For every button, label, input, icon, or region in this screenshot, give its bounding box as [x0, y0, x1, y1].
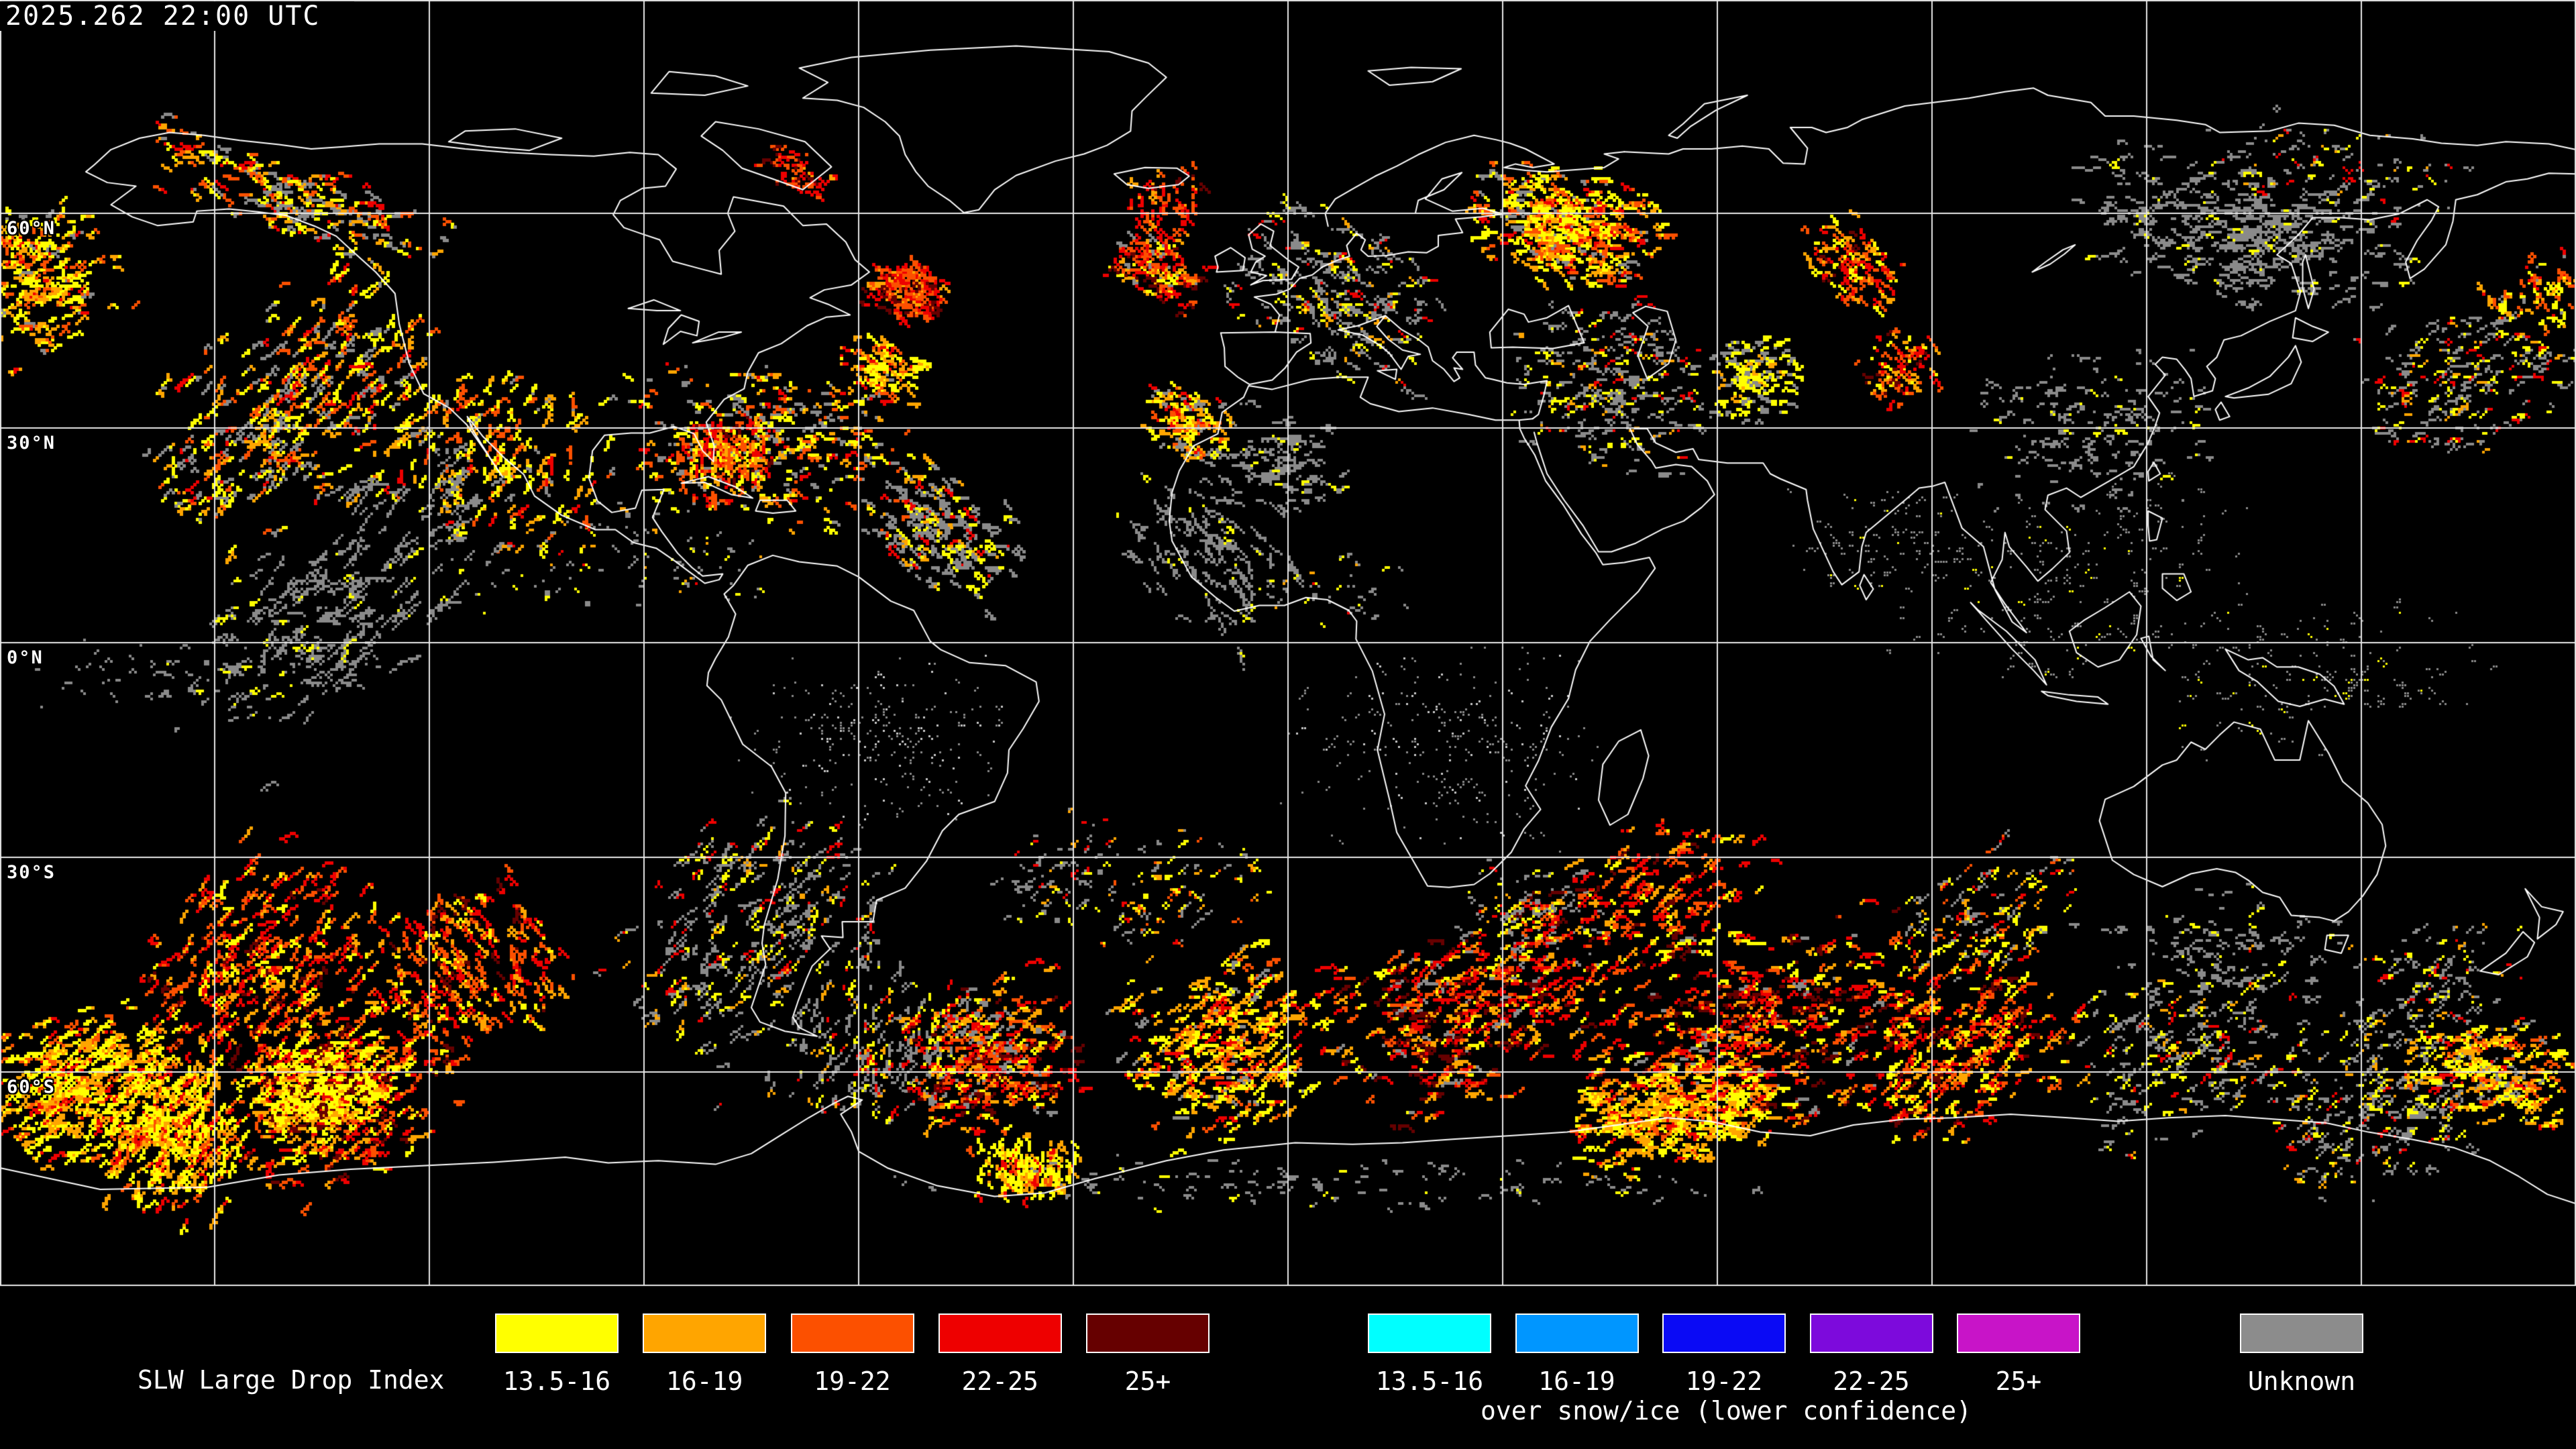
- legend: SLW Large Drop Index 13.5-16 16-19 19-22 22…: [0, 1287, 2576, 1449]
- legend-swatch-label: 19-22: [814, 1366, 891, 1396]
- legend-swatch-label: 13.5-16: [1375, 1366, 1484, 1396]
- legend-swatch: [1662, 1313, 1786, 1353]
- world-map-canvas: [0, 0, 2576, 1287]
- legend-swatch: [1809, 1313, 1933, 1353]
- legend-swatch-label: 16-19: [1538, 1366, 1615, 1396]
- legend-swatch-label: 16-19: [666, 1366, 743, 1396]
- legend-swatch: [643, 1313, 767, 1353]
- legend-swatch: [1086, 1313, 1210, 1353]
- legend-swatch: [938, 1313, 1062, 1353]
- legend-swatch: [2240, 1313, 2363, 1353]
- legend-swatch: [1957, 1313, 2080, 1353]
- legend-swatch: [495, 1313, 619, 1353]
- legend-swatch-label: 25+: [1124, 1366, 1171, 1396]
- legend-swatch: [1515, 1313, 1639, 1353]
- legend-swatch: [1368, 1313, 1491, 1353]
- legend-caption-snow-ice: over snow/ice (lower confidence): [1480, 1396, 1972, 1426]
- legend-title: SLW Large Drop Index: [138, 1365, 445, 1395]
- legend-swatch-label: Unknown: [2247, 1366, 2356, 1396]
- legend-swatch-label: 22-25: [961, 1366, 1038, 1396]
- legend-swatch-label: 22-25: [1833, 1366, 1910, 1396]
- legend-swatch-label: 25+: [1995, 1366, 2042, 1396]
- legend-swatch: [790, 1313, 914, 1353]
- legend-swatch-label: 19-22: [1685, 1366, 1763, 1396]
- legend-swatch-label: 13.5-16: [502, 1366, 611, 1396]
